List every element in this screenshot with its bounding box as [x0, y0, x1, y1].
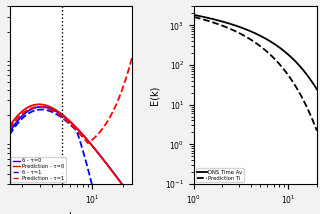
Legend: DNS Time Av, Prediction Ti: DNS Time Av, Prediction Ti: [196, 168, 244, 183]
Line: DNS Time Av: DNS Time Av: [194, 15, 317, 89]
Prediction Ti: [192, 16, 196, 18]
Prediction Ti: [315, 129, 319, 132]
Prediction Ti: [207, 20, 211, 22]
Prediction Ti: [281, 67, 285, 70]
Prediction Ti: [232, 29, 236, 32]
DNS Time Av: [241, 27, 244, 29]
DNS Time Av: [315, 88, 319, 91]
Prediction Ti: [281, 67, 284, 69]
Prediction Ti: [241, 34, 244, 36]
Legend: 6 - τ=0, Prediction - τ=0, 6 - τ=1, Prediction - τ=1: 6 - τ=0, Prediction - τ=0, 6 - τ=1, Pred…: [11, 157, 66, 183]
DNS Time Av: [192, 13, 196, 16]
DNS Time Av: [207, 17, 211, 19]
X-axis label: k: k: [68, 212, 74, 214]
DNS Time Av: [281, 49, 284, 51]
Prediction Ti: [269, 54, 273, 57]
DNS Time Av: [269, 41, 273, 43]
Line: Prediction Ti: Prediction Ti: [194, 17, 317, 131]
DNS Time Av: [232, 24, 236, 26]
DNS Time Av: [281, 49, 285, 52]
Y-axis label: E(k): E(k): [149, 86, 159, 105]
